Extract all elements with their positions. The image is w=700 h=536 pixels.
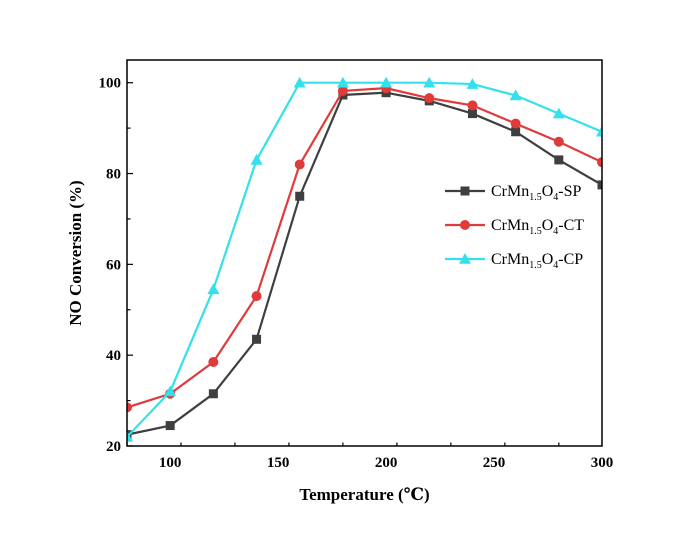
x-axis-title: Temperature (℃)	[299, 485, 429, 504]
ticks-layer: 100 150 200 250 300 20 40 60 80 100	[99, 76, 614, 471]
y-axis-title: NO Conversion (%)	[66, 180, 85, 325]
data-point	[127, 430, 133, 442]
data-point	[164, 385, 177, 397]
data-point	[467, 109, 477, 119]
x-tick-label: 200	[375, 455, 398, 471]
data-point	[459, 253, 471, 264]
data-point	[460, 186, 470, 196]
series-line	[127, 91, 602, 436]
x-tick-label: 150	[267, 455, 290, 471]
data-point	[596, 125, 602, 137]
data-point	[251, 291, 262, 302]
data-point	[554, 155, 564, 165]
x-tick-label: 100	[159, 455, 182, 471]
legend-label: CrMn1.5O4-CP	[491, 251, 583, 271]
legend-item: CrMn1.5O4-CT	[445, 217, 584, 237]
data-point	[460, 220, 470, 230]
data-point	[207, 283, 220, 295]
data-point	[511, 127, 521, 137]
data-point	[380, 76, 393, 88]
legend-item: CrMn1.5O4-SP	[445, 183, 582, 203]
data-point	[127, 402, 132, 413]
data-point	[165, 421, 175, 431]
legend-item: CrMn1.5O4-CP	[445, 251, 583, 271]
data-point	[293, 76, 306, 88]
y-tick-label: 80	[106, 167, 121, 183]
data-point	[336, 76, 349, 88]
data-point	[509, 89, 522, 101]
data-point	[552, 107, 565, 119]
legend: CrMn1.5O4-SP CrMn1.5O4-CT CrMn1.5O4-CP	[445, 183, 584, 271]
series-2	[127, 76, 602, 442]
data-point	[510, 118, 521, 129]
data-point	[553, 136, 564, 147]
series-line	[127, 81, 602, 438]
data-point	[250, 153, 263, 165]
data-point	[597, 180, 602, 190]
data-point	[424, 93, 435, 104]
data-point	[208, 356, 219, 367]
x-tick-label: 300	[591, 455, 614, 471]
series-layer	[127, 76, 602, 442]
data-point	[337, 85, 348, 96]
y-tick-label: 20	[106, 439, 121, 455]
data-point	[597, 157, 602, 168]
data-point	[208, 389, 218, 399]
data-point	[467, 100, 478, 111]
series-line	[127, 87, 602, 409]
x-tick-label: 250	[483, 455, 506, 471]
y-tick-label: 40	[106, 348, 121, 364]
y-tick-label: 60	[106, 257, 121, 273]
series-1	[127, 83, 602, 413]
data-point	[466, 78, 479, 89]
data-point	[423, 76, 436, 88]
legend-label: CrMn1.5O4-CT	[491, 217, 584, 237]
data-point	[252, 334, 262, 344]
legend-label: CrMn1.5O4-SP	[491, 183, 582, 203]
plot-frame	[126, 59, 603, 447]
y-tick-label: 100	[99, 76, 122, 92]
data-point	[295, 191, 305, 201]
data-point	[294, 159, 305, 170]
